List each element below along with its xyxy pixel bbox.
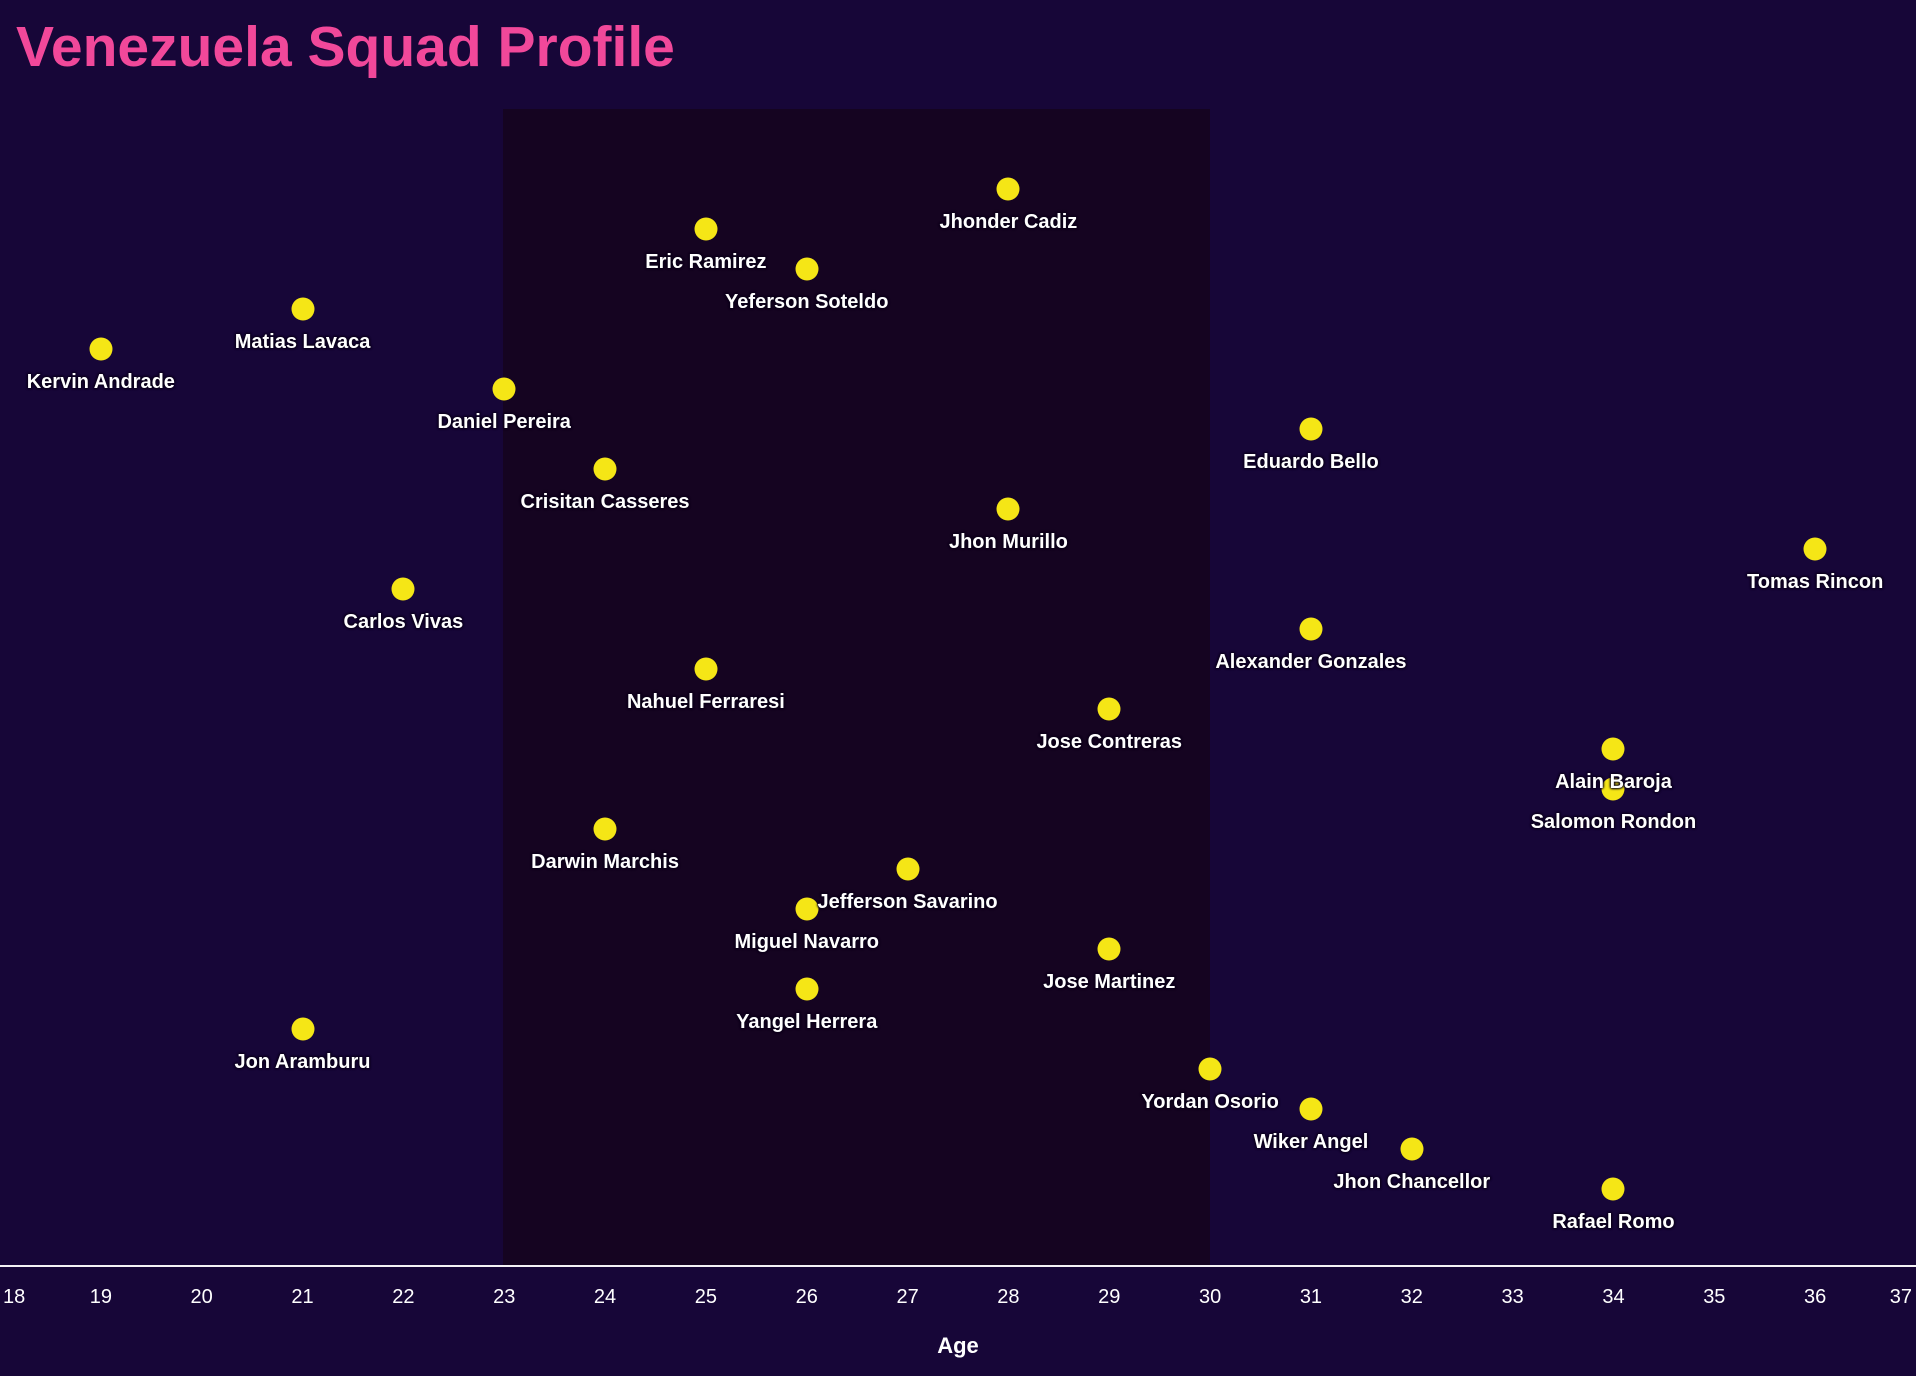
x-axis-line	[0, 1265, 1916, 1267]
highlight-band	[503, 109, 1210, 1265]
x-tick-30: 30	[1198, 1286, 1222, 1308]
player-label-miguel-navarro: Miguel Navarro	[734, 931, 879, 953]
x-tick-24: 24	[593, 1286, 617, 1308]
player-label-jon-aramburu: Jon Aramburu	[234, 1051, 371, 1073]
player-label-kervin-andrade: Kervin Andrade	[26, 371, 175, 393]
player-dot-jhon-chancellor[interactable]	[1400, 1137, 1424, 1161]
player-dot-jhon-murillo[interactable]	[996, 497, 1020, 521]
x-tick-33: 33	[1501, 1286, 1524, 1308]
x-tick-31: 31	[1299, 1286, 1323, 1308]
player-dot-yeferson-soteldo[interactable]	[795, 257, 819, 281]
player-dot-darwin-marchis[interactable]	[593, 817, 617, 841]
player-dot-jhonder-cadiz[interactable]	[996, 177, 1020, 201]
x-tick-18: 18	[3, 1286, 26, 1308]
player-dot-tomas-rincon[interactable]	[1803, 537, 1827, 561]
player-label-wiker-angel: Wiker Angel	[1253, 1131, 1369, 1153]
player-dot-jose-martinez[interactable]	[1097, 937, 1121, 961]
x-tick-22: 22	[392, 1286, 415, 1308]
player-label-crisitan-casseres: Crisitan Casseres	[520, 491, 690, 513]
x-tick-19: 19	[89, 1286, 112, 1308]
player-dot-jon-aramburu[interactable]	[291, 1017, 315, 1041]
player-label-jhon-murillo: Jhon Murillo	[948, 531, 1068, 553]
player-label-daniel-pereira: Daniel Pereira	[437, 411, 571, 433]
x-tick-35: 35	[1703, 1286, 1726, 1308]
player-label-eric-ramirez: Eric Ramirez	[645, 251, 767, 273]
player-dot-rafael-romo[interactable]	[1601, 1177, 1625, 1201]
player-label-matias-lavaca: Matias Lavaca	[234, 331, 371, 353]
player-dot-daniel-pereira[interactable]	[492, 377, 516, 401]
player-dot-jefferson-savarino[interactable]	[896, 857, 920, 881]
player-dot-alain-baroja[interactable]	[1601, 737, 1625, 761]
player-dot-nahuel-ferraresi[interactable]	[694, 657, 718, 681]
player-label-darwin-marchis: Darwin Marchis	[531, 851, 679, 873]
player-dot-eric-ramirez[interactable]	[694, 217, 718, 241]
player-label-jhonder-cadiz: Jhonder Cadiz	[939, 211, 1078, 233]
player-label-alexander-gonzales: Alexander Gonzales	[1215, 651, 1407, 673]
x-tick-23: 23	[493, 1286, 516, 1308]
x-tick-25: 25	[694, 1286, 718, 1308]
player-dot-jose-contreras[interactable]	[1097, 697, 1121, 721]
player-label-tomas-rincon: Tomas Rincon	[1747, 571, 1884, 593]
x-tick-36: 36	[1804, 1286, 1827, 1308]
player-dot-alexander-gonzales[interactable]	[1299, 617, 1323, 641]
player-label-jose-contreras: Jose Contreras	[1036, 731, 1183, 753]
x-tick-29: 29	[1098, 1286, 1121, 1308]
x-tick-20: 20	[190, 1286, 213, 1308]
player-dot-kervin-andrade[interactable]	[89, 337, 113, 361]
player-dot-yangel-herrera[interactable]	[795, 977, 819, 1001]
player-label-alain-baroja: Alain Baroja	[1555, 771, 1672, 793]
player-dot-matias-lavaca[interactable]	[291, 297, 315, 321]
player-label-salomon-rondon: Salomon Rondon	[1530, 811, 1697, 833]
player-label-nahuel-ferraresi: Nahuel Ferraresi	[626, 691, 785, 713]
player-dot-wiker-angel[interactable]	[1299, 1097, 1323, 1121]
x-tick-32: 32	[1400, 1286, 1423, 1308]
player-dot-yordan-osorio[interactable]	[1198, 1057, 1222, 1081]
player-dot-crisitan-casseres[interactable]	[593, 457, 617, 481]
player-dot-eduardo-bello[interactable]	[1299, 417, 1323, 441]
x-tick-37: 37	[1889, 1286, 1912, 1308]
player-label-yangel-herrera: Yangel Herrera	[736, 1011, 878, 1033]
chart-title: Venezuela Squad Profile	[16, 15, 675, 79]
x-tick-34: 34	[1602, 1286, 1625, 1308]
x-tick-28: 28	[997, 1286, 1020, 1308]
player-dot-miguel-navarro[interactable]	[795, 897, 819, 921]
player-label-carlos-vivas: Carlos Vivas	[343, 611, 464, 633]
player-label-yeferson-soteldo: Yeferson Soteldo	[725, 291, 889, 313]
player-label-jose-martinez: Jose Martinez	[1043, 971, 1176, 993]
player-label-jhon-chancellor: Jhon Chancellor	[1333, 1171, 1491, 1193]
x-tick-27: 27	[896, 1286, 919, 1308]
player-label-yordan-osorio: Yordan Osorio	[1141, 1091, 1279, 1113]
player-label-eduardo-bello: Eduardo Bello	[1243, 451, 1379, 473]
x-tick-26: 26	[795, 1286, 818, 1308]
x-axis-title: Age	[937, 1333, 979, 1358]
player-label-jefferson-savarino: Jefferson Savarino	[817, 891, 998, 913]
player-label-rafael-romo: Rafael Romo	[1552, 1211, 1675, 1233]
x-tick-21: 21	[291, 1286, 314, 1308]
player-dot-carlos-vivas[interactable]	[391, 577, 415, 601]
player-dot-salomon-rondon[interactable]	[1601, 777, 1625, 801]
